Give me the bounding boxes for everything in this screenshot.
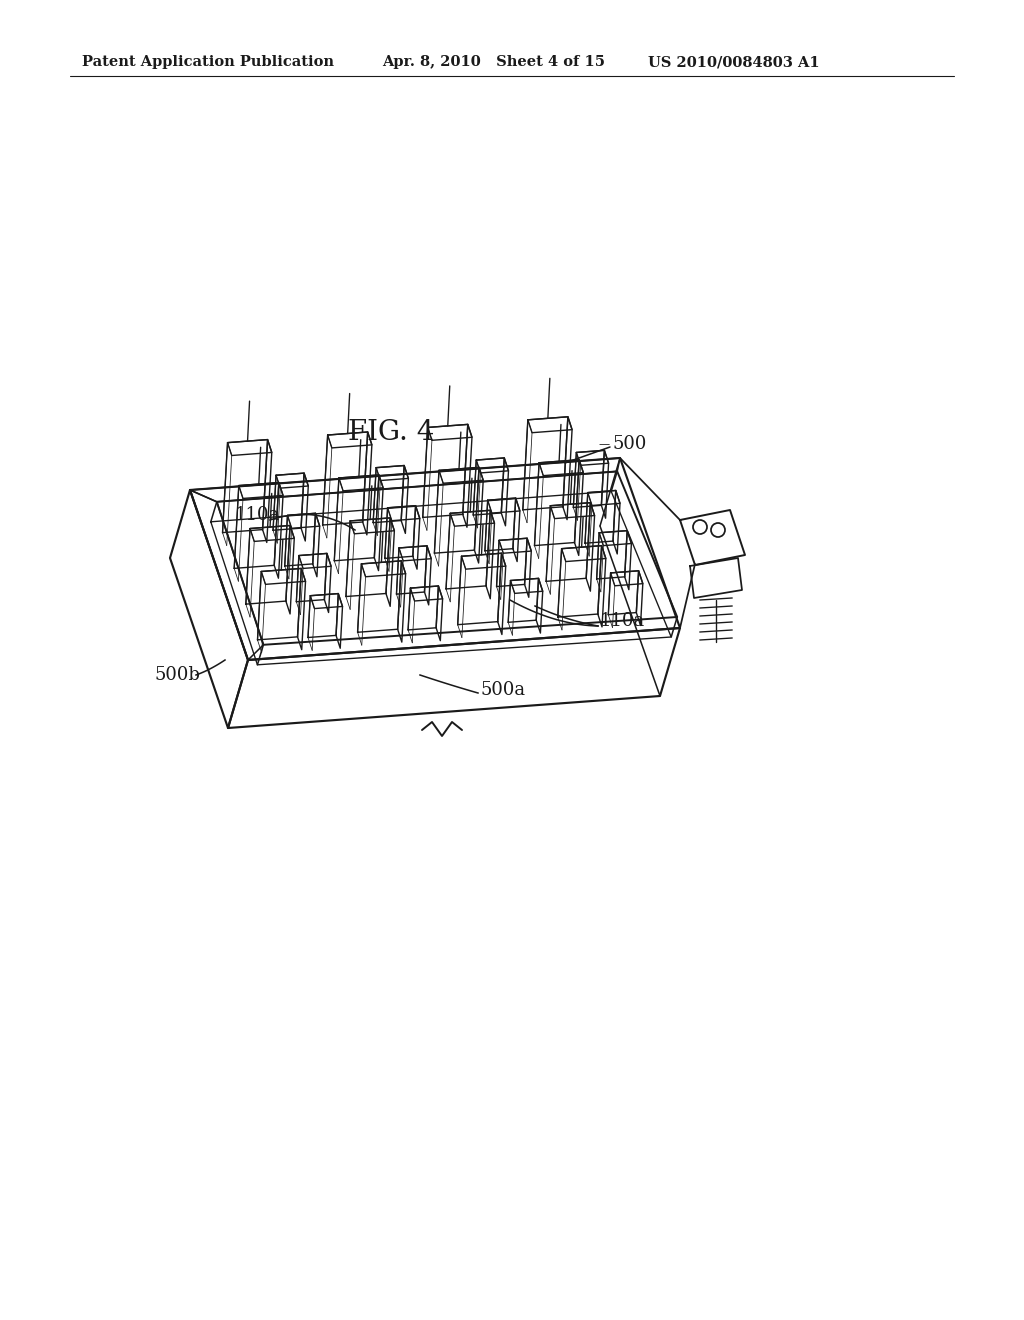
Text: Apr. 8, 2010   Sheet 4 of 15: Apr. 8, 2010 Sheet 4 of 15 bbox=[382, 55, 605, 69]
Text: 500: 500 bbox=[612, 436, 646, 453]
Text: 500b: 500b bbox=[155, 667, 201, 684]
Text: US 2010/0084803 A1: US 2010/0084803 A1 bbox=[648, 55, 819, 69]
Text: —: — bbox=[598, 440, 609, 449]
Text: 110a: 110a bbox=[600, 612, 645, 630]
Text: 110a: 110a bbox=[234, 506, 281, 524]
Text: Patent Application Publication: Patent Application Publication bbox=[82, 55, 334, 69]
Text: 500a: 500a bbox=[480, 681, 525, 700]
Text: FIG. 4: FIG. 4 bbox=[348, 418, 434, 446]
